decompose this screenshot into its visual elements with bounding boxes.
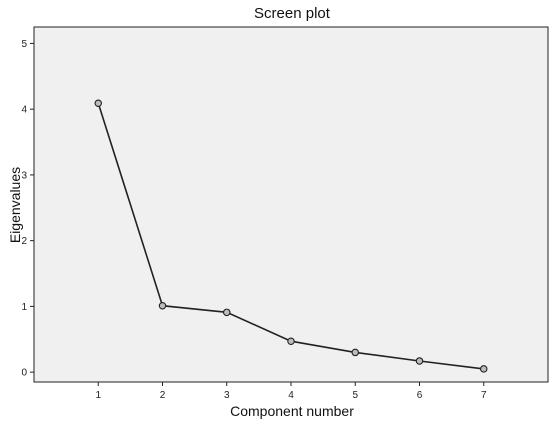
- chart-title: Screen plot: [254, 5, 331, 22]
- x-axis: 1 2 3 4 5 6 7: [95, 382, 487, 401]
- y-axis: 0 1 2 3 4 5: [21, 39, 34, 379]
- y-tick-label: 4: [21, 105, 27, 116]
- x-tick-label: 3: [224, 390, 230, 401]
- y-tick-label: 0: [21, 368, 27, 379]
- x-tick-label: 5: [352, 390, 358, 401]
- x-tick-label: 1: [95, 390, 101, 401]
- x-tick-label: 6: [417, 390, 423, 401]
- data-point: [351, 348, 359, 357]
- x-tick-label: 2: [160, 390, 166, 401]
- data-point: [415, 357, 424, 365]
- data-point: [158, 301, 167, 310]
- data-point: [287, 337, 295, 345]
- data-point: [223, 308, 231, 317]
- x-axis-label: Component number: [230, 403, 354, 419]
- plot-area: [33, 26, 549, 383]
- data-point: [94, 99, 103, 108]
- y-tick-label: 3: [21, 170, 27, 181]
- series-eigenvalues: [94, 99, 488, 373]
- data-point: [479, 365, 488, 373]
- y-tick-label: 1: [21, 302, 27, 313]
- y-axis-label: Eigenvalues: [7, 167, 23, 243]
- y-tick-label: 5: [21, 39, 27, 50]
- x-tick-label: 4: [288, 390, 294, 401]
- y-tick-label: 2: [21, 236, 27, 247]
- x-tick-label: 7: [481, 390, 487, 401]
